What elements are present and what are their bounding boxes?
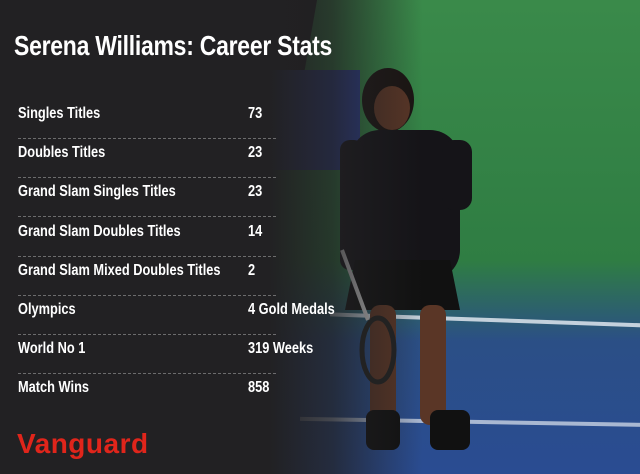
stat-value: 858	[248, 379, 270, 397]
stat-label: Singles Titles	[18, 105, 101, 122]
stat-row: Grand Slam Singles Titles 23	[18, 177, 276, 218]
stat-row: Doubles Titles 23	[18, 138, 276, 179]
stat-value: 4 Gold Medals	[248, 301, 335, 318]
stat-value: 73	[248, 105, 263, 122]
page-title: Serena Williams: Career Stats	[14, 30, 333, 61]
stat-label: Grand Slam Mixed Doubles Titles	[18, 261, 221, 279]
stat-row: World No 1 319 Weeks	[18, 334, 313, 375]
stat-label: Olympics	[18, 301, 76, 318]
stat-value: 14	[248, 222, 263, 240]
stat-label: Doubles Titles	[18, 144, 106, 162]
stat-label: Grand Slam Doubles Titles	[18, 222, 181, 240]
stat-value: 23	[248, 144, 263, 162]
stat-row: Olympics 4 Gold Medals	[18, 295, 335, 335]
stat-value: 23	[248, 183, 263, 201]
stat-row: Grand Slam Doubles Titles 14	[18, 217, 276, 257]
vanguard-logo: Vanguard	[17, 428, 149, 459]
stat-row: Singles Titles 73	[18, 99, 276, 139]
stat-label: World No 1	[18, 340, 86, 358]
stat-value: 2	[248, 261, 256, 279]
stat-value: 319 Weeks	[248, 340, 314, 358]
stat-row: Match Wins 858	[18, 373, 276, 412]
stat-label: Match Wins	[18, 379, 89, 397]
stat-row: Grand Slam Mixed Doubles Titles 2	[18, 256, 276, 296]
stat-label: Grand Slam Singles Titles	[18, 183, 176, 201]
